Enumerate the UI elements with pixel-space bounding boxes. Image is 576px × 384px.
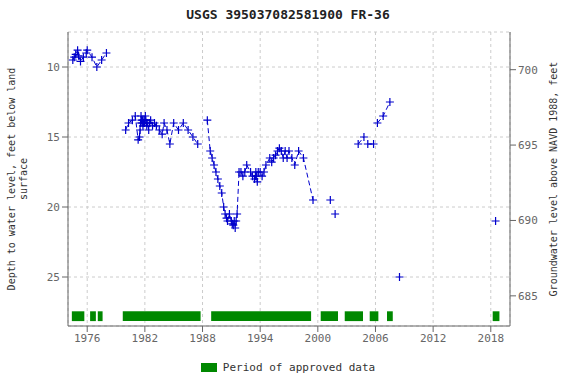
svg-text:25: 25 (47, 271, 60, 284)
svg-text:690: 690 (518, 214, 538, 227)
svg-text:Depth to water level, feet bel: Depth to water level, feet below landsur… (8, 68, 29, 291)
svg-text:2012: 2012 (420, 332, 447, 345)
svg-text:2006: 2006 (362, 332, 389, 345)
svg-text:1994: 1994 (247, 332, 274, 345)
svg-text:20: 20 (47, 201, 60, 214)
svg-text:700: 700 (518, 64, 538, 77)
svg-text:1988: 1988 (189, 332, 216, 345)
svg-text:10: 10 (47, 61, 60, 74)
html-text:Period of approved data: Period of approved data (222, 360, 376, 374)
svg-text:15: 15 (47, 131, 60, 144)
svg-text:Groundwater level above NAVD 1: Groundwater level above NAVD 1988, feet (548, 62, 559, 297)
svg-text:2018: 2018 (478, 332, 505, 345)
svg-text:1976: 1976 (74, 332, 101, 345)
svg-text:2000: 2000 (305, 332, 332, 345)
html-text:USGS 395037082581900 FR-36: USGS 395037082581900 FR-36 (186, 7, 390, 22)
svg-text:695: 695 (518, 139, 538, 152)
svg-text:1982: 1982 (132, 332, 159, 345)
svg-text:685: 685 (518, 290, 538, 303)
